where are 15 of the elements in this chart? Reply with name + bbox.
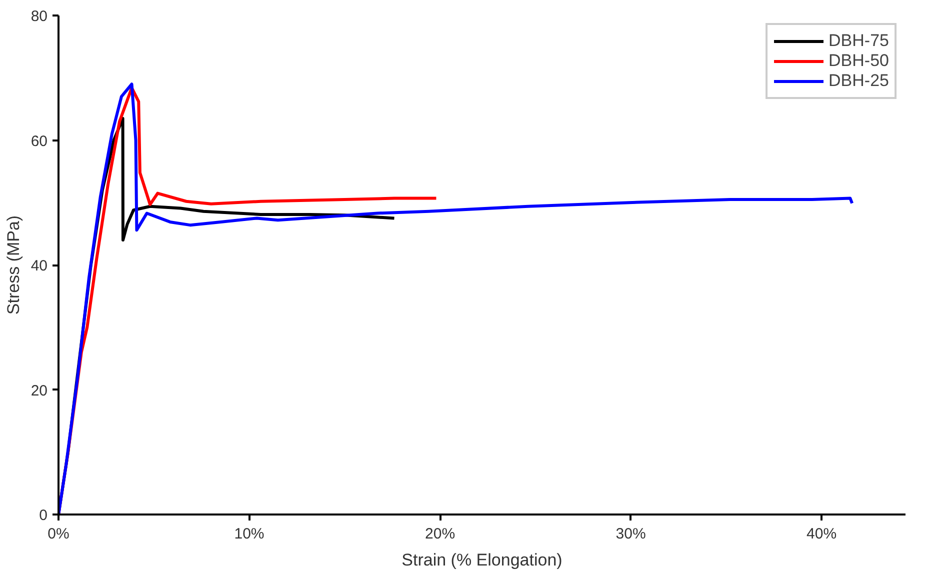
x-axis-title: Strain (% Elongation): [402, 550, 562, 570]
legend-label: DBH-25: [828, 71, 889, 91]
y-tick-label: 0: [39, 507, 48, 524]
legend-label: DBH-50: [828, 51, 889, 71]
y-tick-label: 60: [30, 132, 48, 150]
x-tick-label: 40%: [806, 526, 837, 542]
x-tick-label: 20%: [425, 526, 456, 542]
y-tick-label: 20: [30, 382, 48, 400]
x-tick-label: 0%: [48, 526, 70, 542]
y-tick-label: 40: [30, 258, 48, 274]
x-tick-label: 30%: [616, 526, 646, 542]
y-axis-title: Stress (MPa): [4, 215, 23, 315]
y-tick-label: 80: [30, 8, 48, 25]
x-tick-label: 10%: [234, 526, 264, 542]
legend-label: DBH-75: [828, 31, 889, 51]
